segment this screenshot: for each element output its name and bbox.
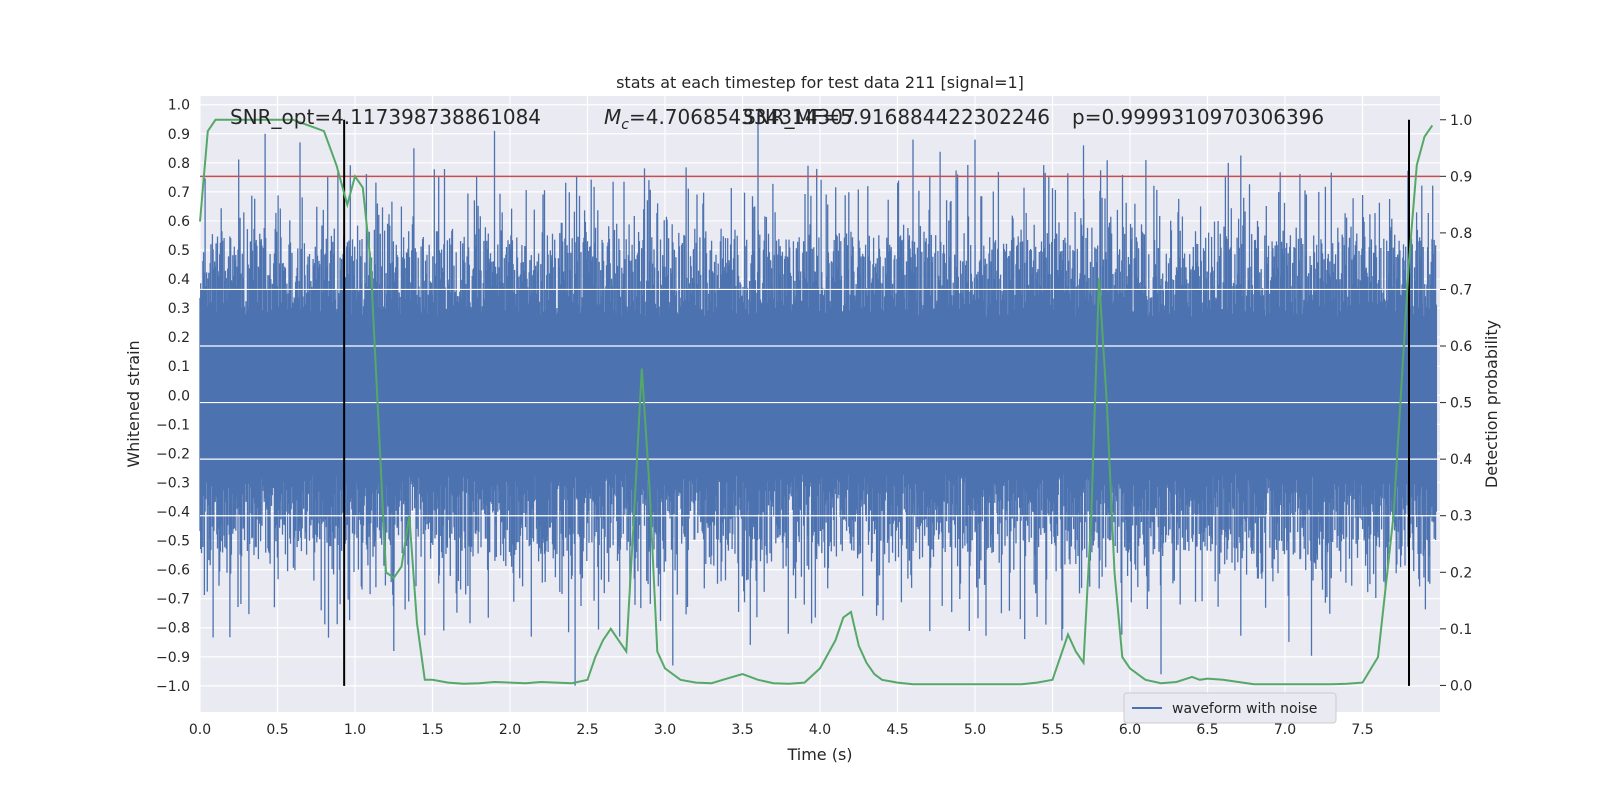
y-tick-label: −0.7 bbox=[156, 592, 190, 608]
y-tick-label: 1.0 bbox=[168, 98, 190, 114]
x-tick-label: 1.5 bbox=[421, 722, 443, 738]
y-tick-label: 0.5 bbox=[168, 243, 190, 259]
y-tick-label: −0.4 bbox=[156, 505, 190, 521]
y-tick-label: −0.5 bbox=[156, 534, 190, 550]
y-tick-label: −0.9 bbox=[156, 650, 190, 666]
y2-tick-label: 0.5 bbox=[1450, 396, 1472, 412]
annotation-chirp-mass: Mc=4.706854334314307 bbox=[604, 105, 856, 133]
annotation-snr-opt: SNR_opt=4.117398738861084 bbox=[230, 105, 541, 129]
x-tick-label: 3.5 bbox=[731, 722, 753, 738]
y-tick-label: 0.8 bbox=[168, 156, 190, 172]
y2-tick-label: 0.9 bbox=[1450, 169, 1472, 185]
x-tick-label: 1.0 bbox=[344, 722, 366, 738]
axis-layer: 0.0 0.5 1.0 1.5 2.0 2.5 3.0 3.5 4.0 4.5 5.0 5.5 6.0 6… bbox=[156, 98, 1472, 738]
y2-tick-label: 0.7 bbox=[1450, 282, 1472, 298]
legend: waveform with noise bbox=[1123, 692, 1337, 724]
probability-series bbox=[199, 118, 1434, 686]
y-tick-label: 0.1 bbox=[168, 359, 190, 375]
x-tick-label: 0.0 bbox=[189, 722, 211, 738]
x-tick-label: 5.5 bbox=[1041, 722, 1063, 738]
legend-label-waveform: waveform with noise bbox=[1172, 701, 1317, 717]
x-tick-label: 3.0 bbox=[654, 722, 676, 738]
probability-layer bbox=[199, 118, 1434, 686]
y2-tick-label: 0.6 bbox=[1450, 339, 1472, 355]
y2-axis-label: Detection probability bbox=[1482, 320, 1501, 488]
x-tick-label: 7.0 bbox=[1274, 722, 1296, 738]
y-tick-label: −0.3 bbox=[156, 475, 190, 491]
x-tick-label: 2.0 bbox=[499, 722, 521, 738]
y2-tick-label: 0.3 bbox=[1450, 509, 1472, 525]
y-tick-label: −0.1 bbox=[156, 417, 190, 433]
y2-tick-label: 0.1 bbox=[1450, 622, 1472, 638]
y-tick-label: 0.9 bbox=[168, 127, 190, 143]
x-tick-label: 4.0 bbox=[809, 722, 831, 738]
x-axis-label: Time (s) bbox=[786, 745, 852, 764]
y-tick-label: 0.7 bbox=[168, 185, 190, 201]
x-tick-label: 7.5 bbox=[1351, 722, 1373, 738]
annotation-snr-mf: SNR_MF=5.916884422302246 bbox=[743, 105, 1050, 129]
x-tick-label: 2.5 bbox=[576, 722, 598, 738]
y-tick-label: −0.6 bbox=[156, 563, 190, 579]
chart-title: stats at each timestep for test data 211… bbox=[616, 73, 1024, 92]
y-tick-label: −1.0 bbox=[156, 679, 190, 695]
overlay-layer bbox=[200, 119, 1440, 686]
y2-tick-label: 0.4 bbox=[1450, 452, 1472, 468]
y-axis-label: Whitened strain bbox=[124, 340, 143, 467]
waveform-layer bbox=[199, 113, 1438, 686]
y2-tick-label: 0.8 bbox=[1450, 226, 1472, 242]
x-tick-label: 6.0 bbox=[1119, 722, 1141, 738]
x-tick-label: 6.5 bbox=[1196, 722, 1218, 738]
legend-box bbox=[1123, 692, 1337, 724]
y-tick-label: 0.2 bbox=[168, 330, 190, 346]
y-tick-label: 0.3 bbox=[168, 301, 190, 317]
y-tick-label: 0.0 bbox=[168, 388, 190, 404]
y-tick-label: 0.4 bbox=[168, 272, 190, 288]
y2-tick-label: 1.0 bbox=[1450, 113, 1472, 129]
annotation-p-value: p=0.9999310970306396 bbox=[1072, 105, 1324, 129]
x-tick-label: 0.5 bbox=[266, 722, 288, 738]
y-tick-label: −0.8 bbox=[156, 621, 190, 637]
y2-tick-label: 0.0 bbox=[1450, 678, 1472, 694]
y-tick-label: −0.2 bbox=[156, 446, 190, 462]
y2-tick-label: 0.2 bbox=[1450, 565, 1472, 581]
y-tick-label: 0.6 bbox=[168, 214, 190, 230]
waveform-core bbox=[200, 316, 1437, 474]
x-tick-label: 5.0 bbox=[964, 722, 986, 738]
x-tick-label: 4.5 bbox=[886, 722, 908, 738]
